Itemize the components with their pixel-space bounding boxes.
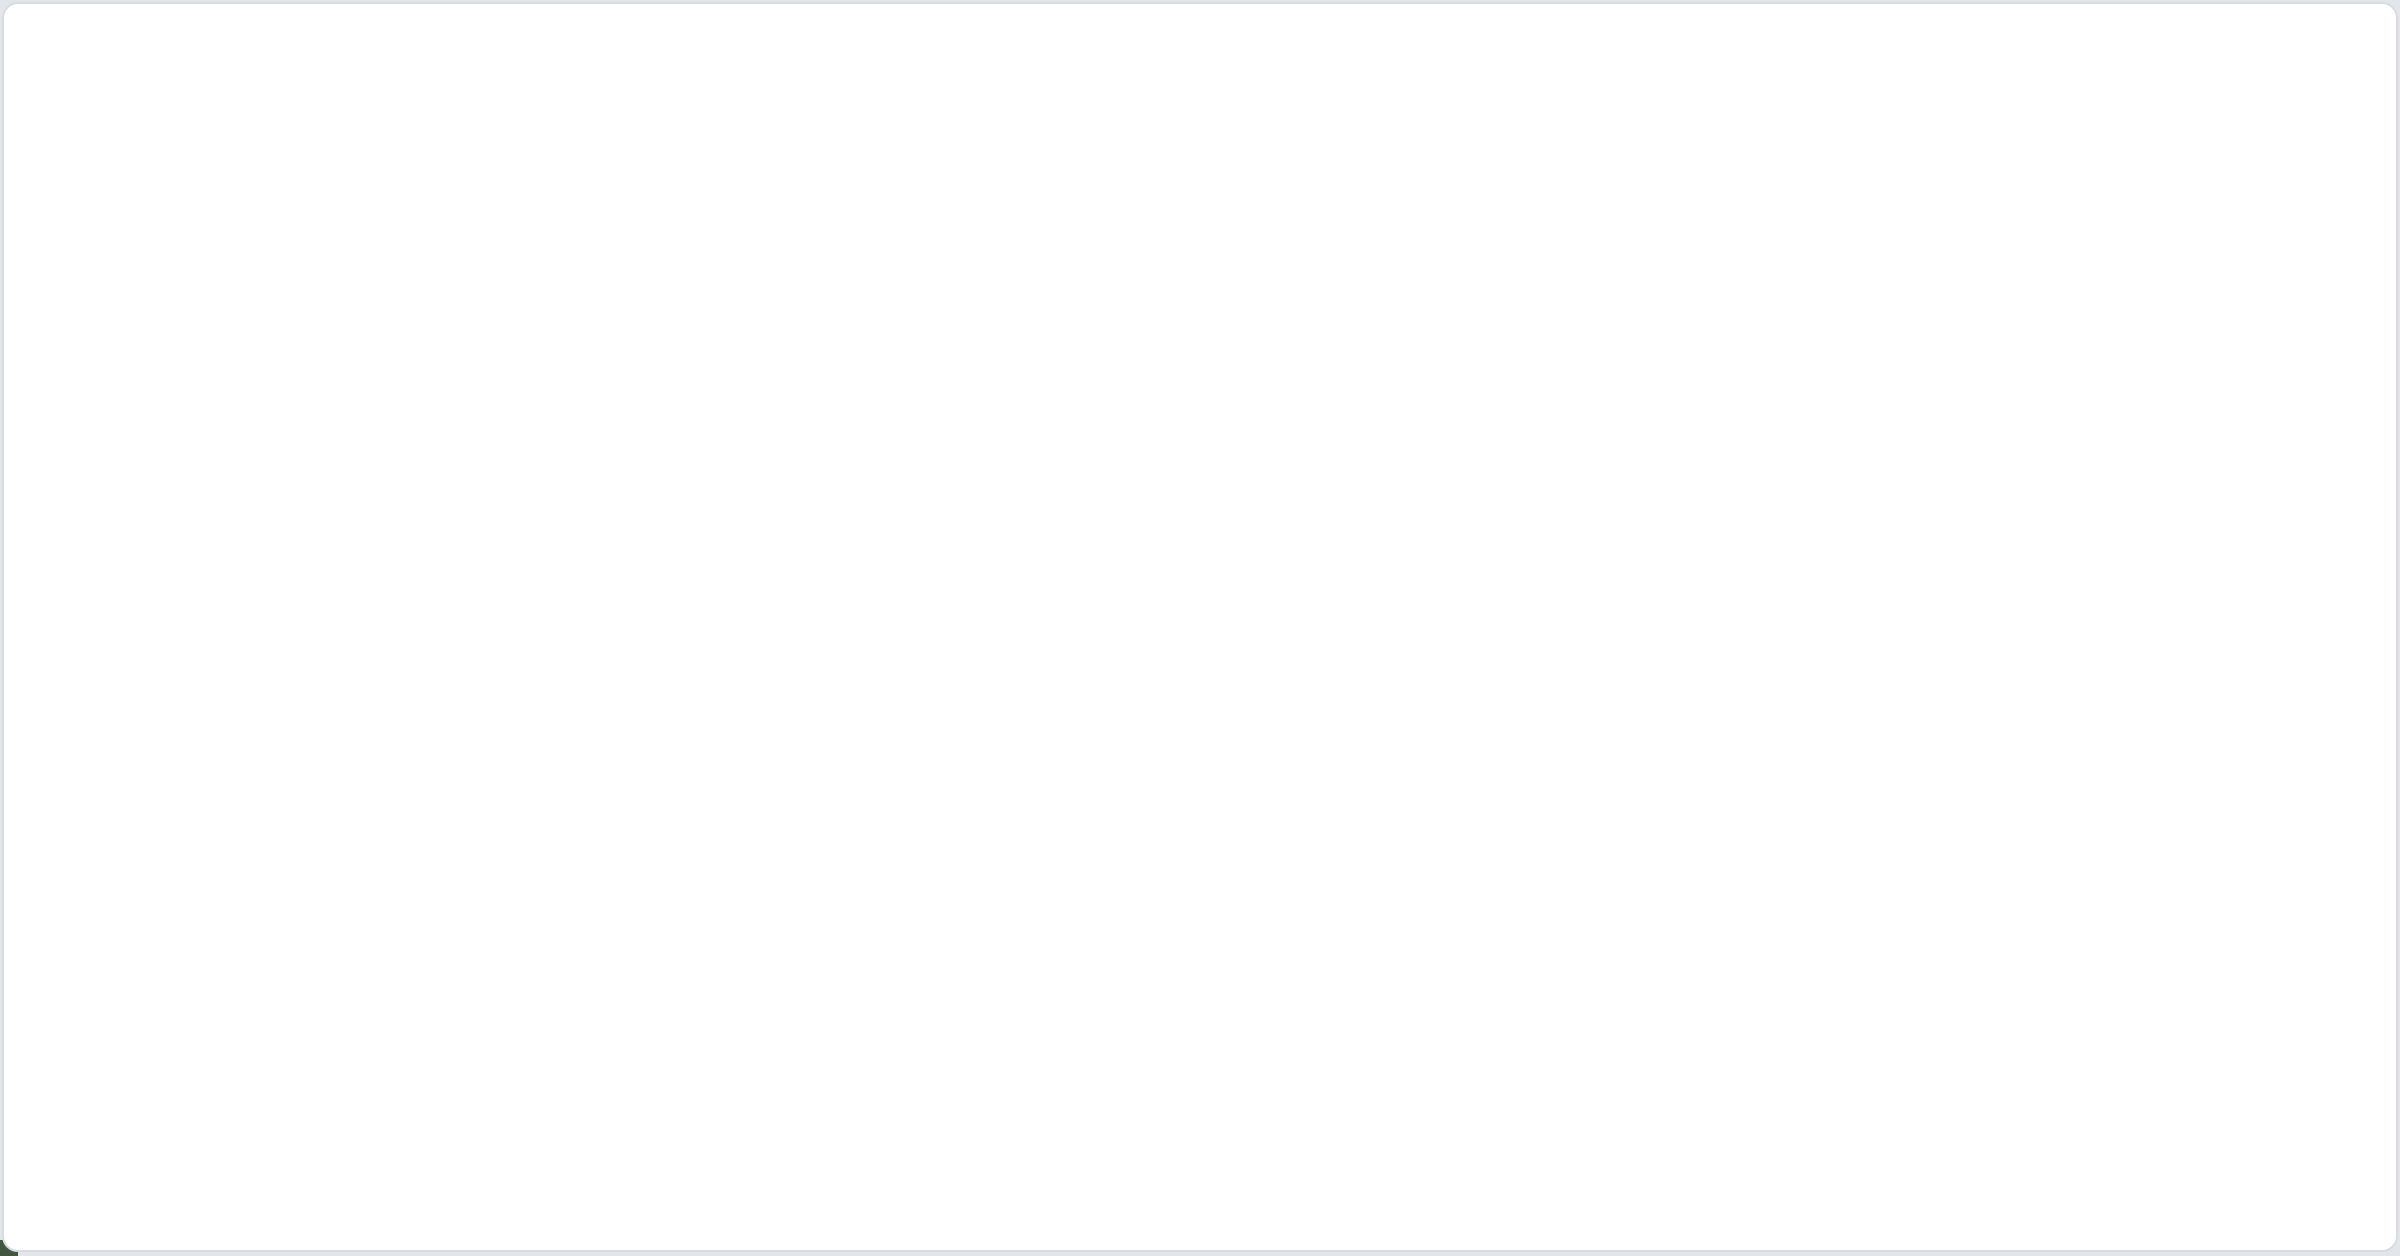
page: Yes 187 resp. 11.8% Could you share whic… xyxy=(0,2,2398,1256)
survey-results-card xyxy=(2,2,2398,1252)
